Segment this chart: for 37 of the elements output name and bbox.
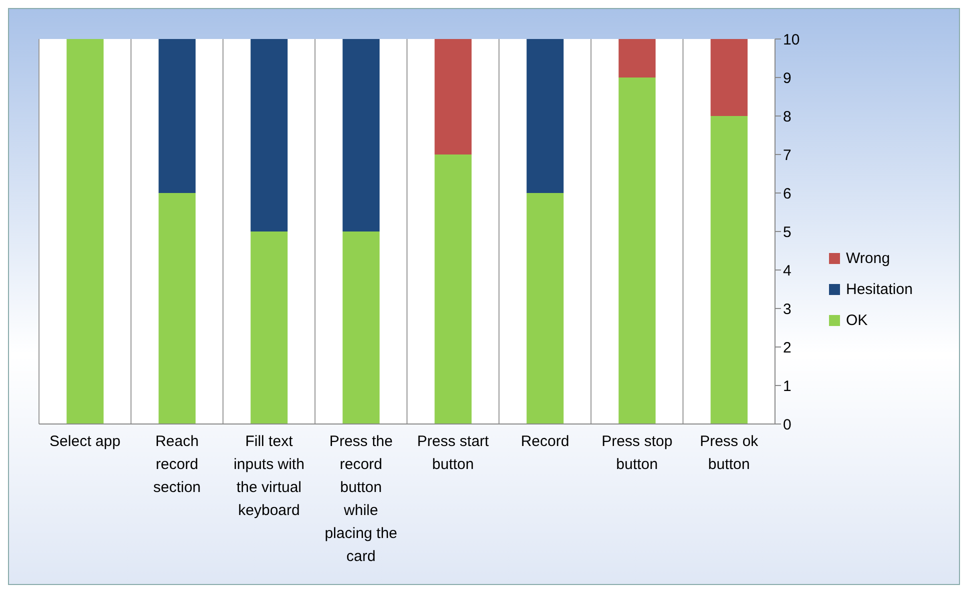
x-tick-label: Reach record section — [153, 433, 201, 496]
y-tick-label: 9 — [783, 70, 792, 87]
y-tick-label: 0 — [783, 416, 792, 434]
bar — [66, 39, 104, 424]
x-tick-label: Record — [520, 433, 570, 450]
y-tick-label: 4 — [783, 262, 792, 280]
y-tick-label: 2 — [783, 339, 792, 356]
y-tick-label: 10 — [783, 31, 800, 48]
y-tick-label: 6 — [783, 185, 792, 202]
x-tick-label: Press the record button while placing the card — [324, 433, 398, 565]
bar — [434, 154, 472, 424]
y-tick-label: 1 — [783, 378, 792, 395]
x-tick-label: Press start button — [417, 433, 490, 473]
bar — [618, 78, 656, 424]
bar — [618, 39, 656, 78]
y-tick-label: 3 — [783, 300, 792, 318]
bar — [434, 39, 472, 154]
bar — [710, 39, 748, 116]
x-tick-label: Press stop button — [602, 433, 672, 473]
y-tick-label: 5 — [783, 224, 792, 241]
y-tick-label: 7 — [783, 146, 792, 164]
legend-label: OK — [846, 312, 868, 329]
bar — [526, 39, 564, 193]
legend-label: Wrong — [846, 250, 890, 267]
bar — [526, 193, 564, 424]
bar — [710, 116, 748, 424]
bar — [158, 39, 196, 193]
legend-label: Hesitation — [846, 281, 913, 298]
bar — [250, 232, 288, 424]
x-tick-label: Select app — [50, 433, 120, 450]
bar — [250, 39, 288, 232]
bar — [158, 193, 196, 424]
y-tick-label: 8 — [783, 108, 792, 126]
bar — [342, 39, 380, 232]
bar — [342, 232, 380, 424]
x-tick-label: Press ok button — [700, 433, 759, 473]
x-tick-label: Fill text inputs with the virtual keyboard — [234, 433, 304, 519]
